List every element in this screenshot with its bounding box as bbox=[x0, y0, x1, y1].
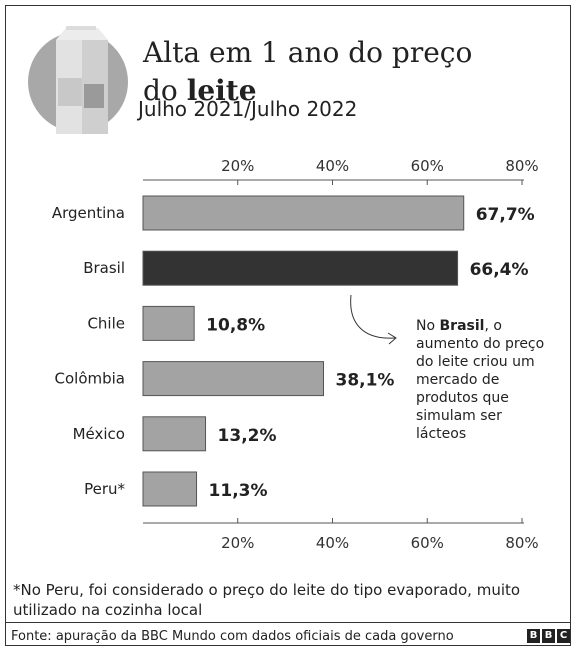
category-label: México bbox=[73, 425, 125, 443]
top-tick-label: 60% bbox=[411, 157, 444, 175]
value-label: 67,7% bbox=[476, 205, 535, 225]
top-tick-label: 80% bbox=[505, 157, 538, 175]
bar-3 bbox=[142, 361, 324, 397]
bbc-logo-letter-3: C bbox=[557, 629, 570, 643]
category-label: Chile bbox=[87, 314, 125, 332]
annotation-arrowhead bbox=[387, 332, 397, 345]
value-label: 11,3% bbox=[209, 481, 268, 501]
title-line-2-bold: leite bbox=[186, 74, 257, 107]
bar-0 bbox=[142, 195, 465, 231]
bar-1 bbox=[142, 250, 459, 286]
category-label: Brasil bbox=[83, 259, 125, 277]
top-tick-label: 20% bbox=[221, 157, 254, 175]
category-label: Argentina bbox=[52, 204, 125, 222]
value-label: 13,2% bbox=[218, 426, 277, 446]
value-label: 38,1% bbox=[335, 371, 394, 391]
category-label: Peru* bbox=[84, 480, 125, 498]
bbc-logo: B B C bbox=[527, 629, 570, 643]
bottom-tick-label: 40% bbox=[316, 534, 349, 552]
bar-4 bbox=[142, 416, 207, 452]
bottom-tick-label: 20% bbox=[221, 534, 254, 552]
bbc-logo-letter-2: B bbox=[542, 629, 555, 643]
annotation-arrow bbox=[350, 294, 396, 339]
chart-frame bbox=[5, 5, 571, 646]
footnote: *No Peru, foi considerado o preço do lei… bbox=[13, 581, 521, 619]
value-label: 66,4% bbox=[470, 260, 529, 280]
chart-subtitle: Julho 2021/Julho 2022 bbox=[138, 97, 358, 121]
bar-chart: 20% 20% 40% 40% 60% 60% 80% 80% Argentina 67,7% Br… bbox=[52, 157, 544, 552]
source-text: Fonte: apuração da BBC Mundo com dados o… bbox=[11, 629, 454, 644]
value-label: 10,8% bbox=[206, 315, 265, 335]
bar-5 bbox=[142, 471, 198, 507]
annotation-text: No Brasil, o aumento do preço do leite cri… bbox=[416, 318, 544, 442]
top-tick-label: 40% bbox=[316, 157, 349, 175]
bottom-tick-label: 60% bbox=[411, 534, 444, 552]
bbc-logo-letter-1: B bbox=[527, 629, 540, 643]
title-line-2-prefix: do bbox=[143, 74, 187, 107]
chart-title: Alta em 1 ano do preço do leite bbox=[143, 34, 472, 110]
milk-carton-icon bbox=[28, 26, 128, 134]
footer-divider bbox=[5, 622, 571, 623]
bottom-tick-label: 80% bbox=[505, 534, 538, 552]
title-line-1: Alta em 1 ano do preço bbox=[143, 36, 473, 69]
bar-2 bbox=[142, 305, 195, 341]
category-label: Colômbia bbox=[55, 370, 126, 388]
